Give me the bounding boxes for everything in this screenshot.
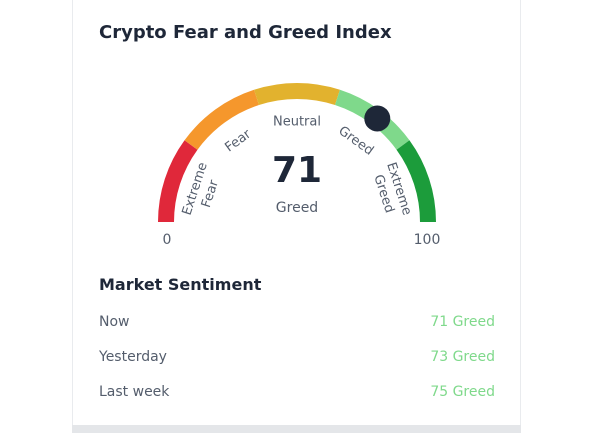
gauge-zone-label: Fear — [222, 126, 254, 155]
gauge-zone-label: Neutral — [273, 115, 321, 130]
fear-greed-gauge: ExtremeFearFearNeutralGreedExtremeGreed … — [158, 83, 441, 248]
gauge-zone-arc — [184, 89, 260, 150]
gauge-zone-arc — [158, 140, 198, 223]
sentiment-row-last-week: Last week 75 Greed — [99, 384, 495, 408]
gauge-zone-arc — [396, 140, 436, 223]
gauge-classification: Greed — [276, 200, 318, 216]
gauge-arcs — [158, 83, 436, 223]
gauge-value: 71 — [272, 150, 322, 191]
fear-greed-card: Crypto Fear and Greed Index Extreme Fear F… — [72, 0, 521, 425]
gauge-max-label: 100 — [414, 232, 441, 248]
sentiment-row-value: 75 Greed — [430, 384, 495, 400]
gauge-min-label: 0 — [163, 232, 172, 248]
sentiment-row-label: Now — [99, 314, 130, 330]
sentiment-row-now: Now 71 Greed — [99, 314, 495, 338]
sentiment-row-value: 73 Greed — [430, 349, 495, 365]
market-sentiment-title: Market Sentiment — [99, 275, 262, 294]
card-title: Crypto Fear and Greed Index — [99, 22, 392, 43]
card-bottom-divider — [72, 425, 521, 433]
sentiment-row-value: 71 Greed — [430, 314, 495, 330]
gauge-zone-arc — [254, 83, 340, 106]
sentiment-row-yesterday: Yesterday 73 Greed — [99, 349, 495, 373]
gauge-needle-marker — [364, 105, 391, 132]
sentiment-row-label: Last week — [99, 384, 170, 400]
sentiment-row-label: Yesterday — [99, 349, 167, 365]
